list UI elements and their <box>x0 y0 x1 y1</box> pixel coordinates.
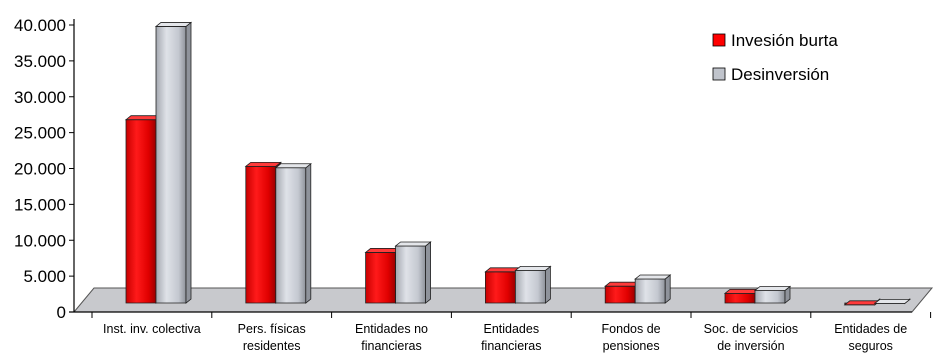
bar-body <box>276 168 306 303</box>
bar-body <box>485 272 515 303</box>
bar-desinversion <box>396 242 431 303</box>
bar-top <box>515 266 550 270</box>
bar-desinversion <box>635 275 670 303</box>
bar-top <box>246 162 281 166</box>
legend-label: Invesión burta <box>731 31 838 50</box>
bar-body <box>515 270 545 303</box>
bar-top <box>396 242 431 246</box>
bar-side <box>426 242 431 303</box>
bar-body <box>126 120 156 303</box>
legend-label: Desinversión <box>731 65 829 84</box>
bar-top <box>875 299 910 303</box>
bar-desinversion <box>515 266 550 303</box>
bar-desinversion <box>875 299 910 303</box>
y-tick-label: 0 <box>57 303 66 322</box>
y-tick-label: 35.000 <box>14 52 66 71</box>
x-tick-label: Inst. inv. colectiva <box>103 322 201 336</box>
bar-top <box>635 275 670 279</box>
bar-top <box>156 22 191 26</box>
bar-body <box>725 293 755 303</box>
bar-top <box>755 286 790 290</box>
bar-desinversion <box>276 164 311 303</box>
legend-item: Desinversión <box>713 65 829 84</box>
bar-body <box>156 26 186 303</box>
legend-swatch <box>713 34 725 46</box>
bar-body <box>635 279 665 303</box>
y-tick-label: 30.000 <box>14 88 66 107</box>
bar-body <box>755 290 785 303</box>
legend-swatch <box>713 68 725 80</box>
legend-item: Invesión burta <box>713 31 838 50</box>
bar-desinversion <box>755 286 790 303</box>
y-tick-label: 15.000 <box>14 195 66 214</box>
bar-body <box>396 246 426 303</box>
y-tick-label: 20.000 <box>14 160 66 179</box>
bar-side <box>306 164 311 303</box>
y-tick-label: 40.000 <box>14 16 66 35</box>
y-tick-label: 10.000 <box>14 231 66 250</box>
bar-side <box>665 275 670 303</box>
y-tick-label: 25.000 <box>14 124 66 143</box>
bar-side <box>186 22 191 303</box>
bar-top <box>276 164 311 168</box>
bar-body <box>246 166 276 303</box>
y-tick-label: 5.000 <box>23 267 66 286</box>
bar-body <box>366 252 396 303</box>
bar-side <box>545 266 550 303</box>
bar-body <box>605 286 635 303</box>
bar-desinversion <box>156 22 191 303</box>
